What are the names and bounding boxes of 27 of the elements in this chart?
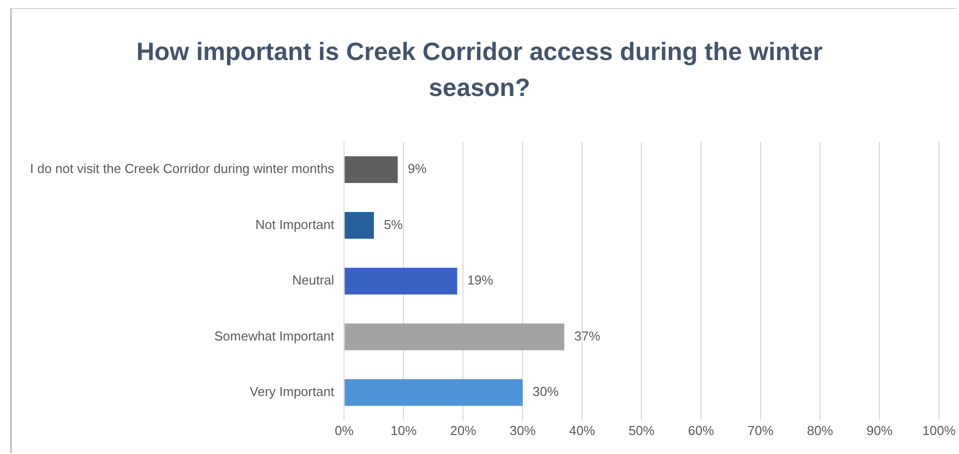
x-tick-label: 10% bbox=[390, 422, 418, 438]
x-tick-label: 90% bbox=[866, 422, 893, 438]
data-label: 9% bbox=[408, 161, 427, 176]
chart-title: How important is Creek Corridor access during the winter season? bbox=[135, 37, 824, 104]
bar bbox=[344, 156, 398, 184]
x-tick-label: 20% bbox=[450, 422, 477, 438]
x-tick-label: 80% bbox=[807, 422, 834, 438]
y-tick-label: Not Important bbox=[255, 216, 335, 232]
data-label: 30% bbox=[532, 384, 560, 400]
y-tick-label: I do not visit the Creek Corridor during winter months bbox=[30, 161, 335, 176]
bar bbox=[344, 379, 523, 406]
x-tick-label: 40% bbox=[569, 422, 596, 438]
y-tick-label: Somewhat Important bbox=[214, 328, 335, 344]
bar bbox=[344, 268, 458, 294]
bar bbox=[344, 323, 564, 350]
y-tick-label: Neutral bbox=[292, 272, 334, 288]
x-tick-label: 100% bbox=[922, 422, 956, 438]
x-tick-label: 30% bbox=[510, 422, 536, 438]
y-tick-label: Very Important bbox=[250, 384, 335, 400]
bar bbox=[344, 212, 374, 239]
x-tick-label: 60% bbox=[688, 422, 715, 438]
x-tick-label: 50% bbox=[628, 422, 656, 438]
x-tick-label: 0% bbox=[334, 422, 354, 438]
data-label: 19% bbox=[467, 272, 494, 288]
data-label: 37% bbox=[574, 328, 601, 344]
data-label: 5% bbox=[384, 216, 404, 232]
x-tick-label: 70% bbox=[748, 422, 774, 438]
